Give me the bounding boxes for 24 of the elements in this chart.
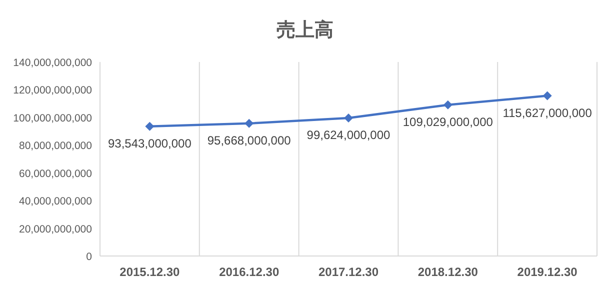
x-tick-label: 2017.12.30 [318, 265, 379, 279]
point [344, 113, 353, 122]
y-tick-label: 20,000,000,000 [19, 223, 92, 236]
x-tick-label: 2016.12.30 [219, 265, 280, 279]
point [443, 100, 452, 110]
data-label: 99,624,000,000 [306, 128, 391, 142]
data-label: 93,543,000,000 [108, 136, 192, 150]
y-tick-label: 60,000,000,000 [19, 168, 92, 180]
y-tick-label: 0 [86, 251, 92, 263]
x-tick-label: 2018.12.30 [418, 265, 478, 279]
x-tick-label: 2015.12.30 [120, 265, 180, 279]
point [542, 91, 552, 100]
x-tick-label: 2019.12.30 [517, 265, 578, 279]
point [244, 118, 254, 128]
y-tick-label: 140,000,000,000 [13, 57, 92, 69]
data-label: 95,668,000,000 [207, 133, 292, 148]
y-tick-label: 100,000,000,000 [13, 112, 92, 124]
y-tick-label: 40,000,000,000 [19, 196, 92, 208]
y-tick-label: 120,000,000,000 [13, 84, 92, 97]
chart-title: 売上高 [276, 19, 334, 41]
point [145, 122, 154, 131]
y-tick-label: 80,000,000,000 [19, 140, 92, 152]
data-label: 109,029,000,000 [402, 114, 494, 129]
data-label: 115,627,000,000 [502, 106, 592, 120]
